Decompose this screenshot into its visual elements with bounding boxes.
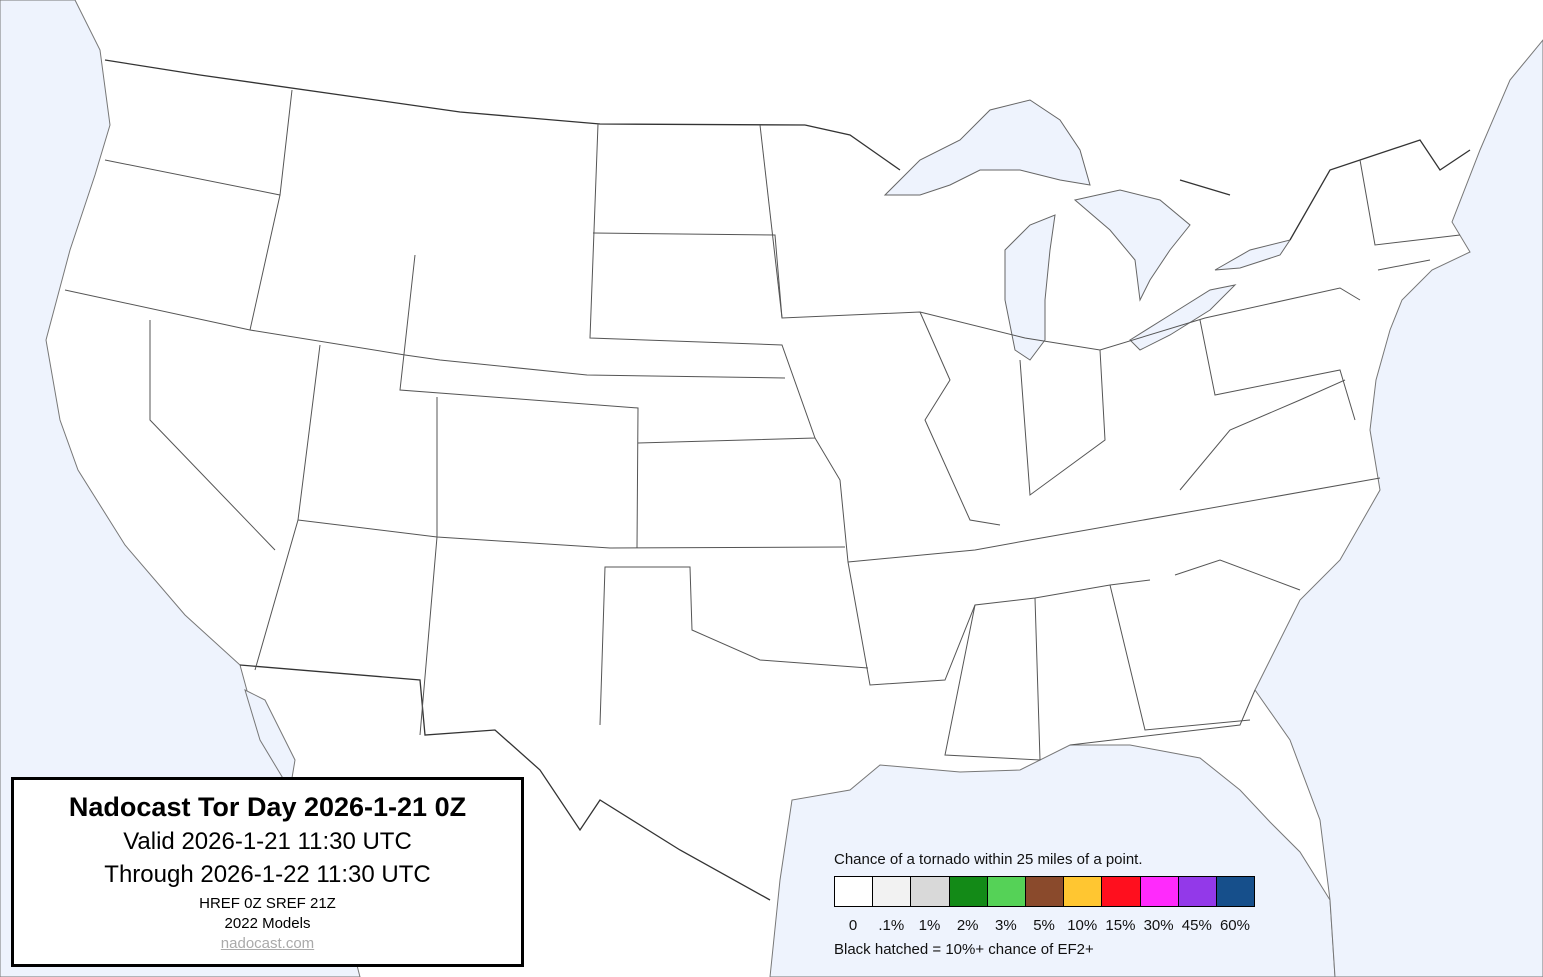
lake-huron xyxy=(1073,189,1191,302)
legend-label: 30% xyxy=(1143,917,1174,934)
legend-label: 3% xyxy=(995,917,1017,934)
lake-erie xyxy=(1129,284,1237,351)
legend-heading: Chance of a tornado within 25 miles of a… xyxy=(834,851,1143,868)
legend-swatch xyxy=(987,877,1026,906)
legend-label: 15% xyxy=(1105,917,1136,934)
legend-label: .1% xyxy=(878,917,905,934)
through-time: Through 2026-1-22 11:30 UTC xyxy=(104,861,431,888)
legend-swatch xyxy=(1140,877,1179,906)
legend-swatch xyxy=(835,877,874,906)
model-runs: HREF 0Z SREF 21Z xyxy=(199,895,336,912)
lake-ontario xyxy=(1214,239,1292,271)
lake-michigan xyxy=(1004,214,1056,361)
legend-label: 0 xyxy=(848,917,858,934)
legend-label: 10% xyxy=(1067,917,1098,934)
legend-label: 5% xyxy=(1033,917,1055,934)
us-canada-border xyxy=(104,59,1471,241)
lake-superior xyxy=(883,99,1091,196)
model-version: 2022 Models xyxy=(224,915,311,932)
nadocast-link[interactable]: nadocast.com xyxy=(220,935,315,952)
legend-label: 45% xyxy=(1181,917,1212,934)
legend-swatch xyxy=(911,877,950,906)
legend-swatch xyxy=(949,877,988,906)
probability-legend: Chance of a tornado within 25 miles of a… xyxy=(834,851,1255,958)
legend-swatch xyxy=(1102,877,1141,906)
legend-labels: 0 .1% 1% 2% 3% 5% 10% 15% 30% 45% 60% xyxy=(834,917,1254,934)
legend-note: Black hatched = 10%+ chance of EF2+ xyxy=(834,941,1094,958)
valid-time: Valid 2026-1-21 11:30 UTC xyxy=(123,828,412,855)
legend-swatch xyxy=(873,877,912,906)
state-borders xyxy=(64,59,1471,901)
legend-swatch xyxy=(1064,877,1103,906)
title-box: Nadocast Tor Day 2026-1-21 0Z Valid 2026… xyxy=(11,777,524,967)
legend-swatch xyxy=(1025,877,1065,906)
gulf-of-california xyxy=(244,689,296,792)
atlantic-ocean xyxy=(1254,39,1543,977)
legend-label: 60% xyxy=(1219,917,1250,934)
gulf-of-mexico xyxy=(769,744,1336,977)
legend-swatch xyxy=(1178,877,1217,906)
legend-swatches xyxy=(834,876,1255,907)
forecast-title: Nadocast Tor Day 2026-1-21 0Z xyxy=(68,792,467,822)
us-mexico-border xyxy=(239,664,771,901)
legend-label: 1% xyxy=(918,917,941,934)
legend-swatch xyxy=(1216,877,1255,906)
legend-label: 2% xyxy=(956,917,979,934)
